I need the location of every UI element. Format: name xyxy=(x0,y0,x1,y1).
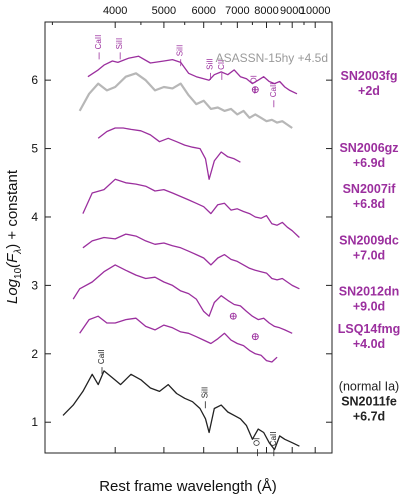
top-x-tick-label: 7000 xyxy=(225,5,249,17)
series-phase: +6.9d xyxy=(353,156,385,170)
line-id-label: OI xyxy=(250,75,259,83)
y-axis: 1 2 3 4 5 6 xyxy=(31,73,332,429)
bottom-x-axis xyxy=(114,447,316,453)
series-name: SN2006gz xyxy=(339,141,398,155)
series-name: SN2011fe xyxy=(341,395,397,409)
series-name: SN2007if xyxy=(343,182,397,196)
line-id-label: SiII xyxy=(206,58,215,70)
spectrum-sn2006gz xyxy=(97,127,241,180)
series-phase: +9.0d xyxy=(353,300,385,314)
y-tick-label: 3 xyxy=(31,278,38,292)
series-name: SN2009dc xyxy=(339,233,399,247)
series-name: SN2012dn xyxy=(339,285,399,299)
top-x-tick-label: 9000 xyxy=(280,5,304,17)
line-id-label: CaII xyxy=(269,431,278,446)
line-id-label: CaII xyxy=(94,35,103,50)
series-phase: +4.0d xyxy=(353,337,385,351)
series-name: SN2003fg xyxy=(341,69,398,83)
top-x-tick-label: 4000 xyxy=(103,5,127,17)
telluric-marker xyxy=(229,312,237,320)
series-phase: +6.7d xyxy=(353,410,385,424)
spectrum-sn2003fg xyxy=(87,55,298,95)
line-id-label: CaII xyxy=(269,83,278,98)
top-x-tick-label: 6000 xyxy=(191,5,215,17)
y-axis-label: Log10(Fλ) + constant xyxy=(4,169,24,304)
spectrum-sn2012dn xyxy=(72,264,293,334)
line-id-label: CII xyxy=(217,60,226,70)
y-tick-label: 4 xyxy=(31,210,38,224)
top-x-tick-label: 5000 xyxy=(152,5,176,17)
spectrum-asassn-15hy xyxy=(78,72,293,129)
line-id-label: OI xyxy=(253,438,262,446)
grey-series-label: ASASSN-15hy +4.5d xyxy=(216,51,328,65)
spectrum-lsq14fmg xyxy=(79,315,278,363)
line-id-label: SiII xyxy=(176,45,185,57)
series-phase: +6.8d xyxy=(353,197,385,211)
top-x-tick-label: 10000 xyxy=(300,5,331,17)
y-tick-label: 1 xyxy=(31,415,38,429)
line-id-label: SiII xyxy=(115,38,124,50)
telluric-marker xyxy=(251,333,259,341)
spectrum-sn2007if xyxy=(82,178,300,238)
series-phase: +2d xyxy=(358,84,380,98)
series-note: (normal Ia) xyxy=(339,380,399,394)
spectrum-sn2011fe xyxy=(62,370,300,451)
spectrum-sn2009dc xyxy=(82,233,300,290)
telluric-marker xyxy=(251,86,259,94)
line-id-label: CaII xyxy=(97,349,106,364)
top-x-tick-label: 8000 xyxy=(254,5,278,17)
x-axis-label: Rest frame wavelength (Å) xyxy=(99,478,277,495)
series-name: LSQ14fmg xyxy=(338,322,401,336)
y-tick-label: 2 xyxy=(31,347,38,361)
y-tick-label: 6 xyxy=(31,73,38,87)
series-phase: +7.0d xyxy=(353,248,385,262)
y-tick-label: 5 xyxy=(31,142,38,156)
spectra-layer xyxy=(62,55,300,451)
plot-frame xyxy=(44,21,333,454)
series-labels: SN2003fg+2d SN2006gz+6.9d SN2007if+6.8d SN2… xyxy=(216,51,401,424)
line-id-label: SiII xyxy=(200,387,209,399)
